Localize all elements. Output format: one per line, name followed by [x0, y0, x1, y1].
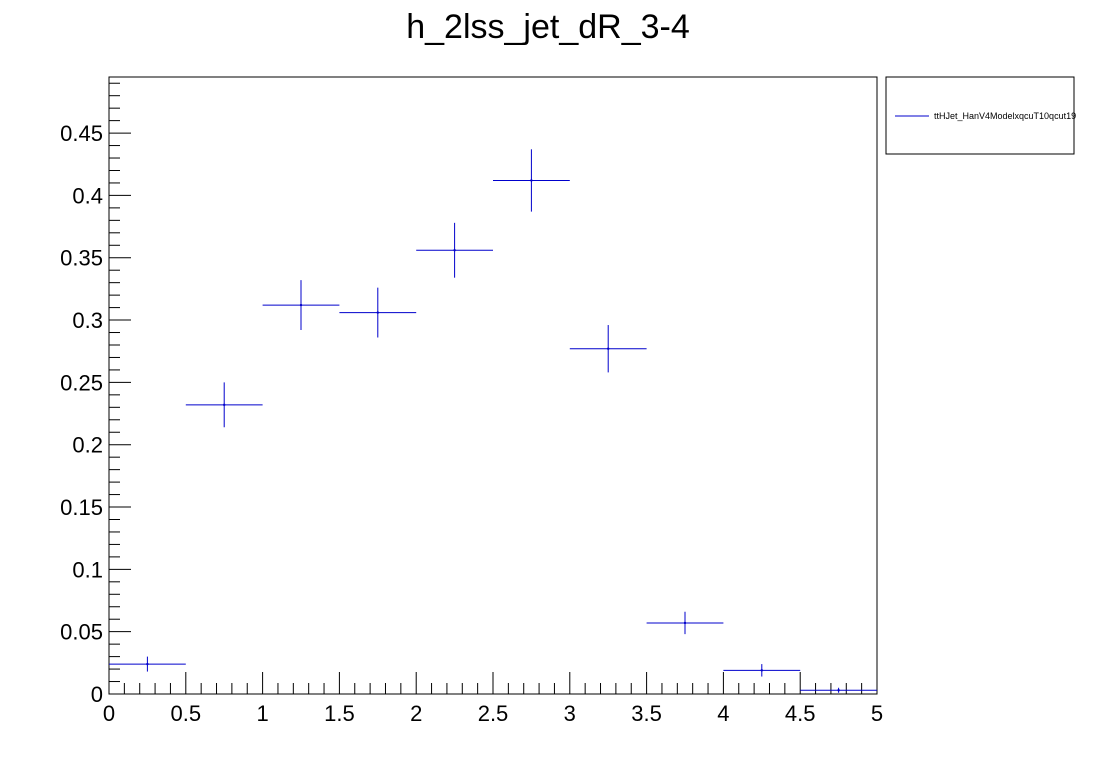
- x-tick-label: 4.5: [785, 701, 816, 726]
- x-axis: 0 0.5 1 1.5 2 2.5 3 3.5 4 4.5 5: [103, 672, 883, 726]
- data-point: [339, 287, 417, 338]
- y-tick-label: 0.2: [72, 433, 103, 458]
- point-marker: [299, 303, 303, 307]
- y-tick-label: 0.3: [72, 308, 103, 333]
- chart-title: h_2lss_jet_dR_3-4: [406, 8, 690, 46]
- data-point: [185, 382, 263, 428]
- y-tick-label: 0.25: [60, 370, 103, 395]
- y-tick-label: 0.05: [60, 620, 103, 645]
- y-tick-label: 0.45: [60, 121, 103, 146]
- y-tick-label: 0.1: [72, 557, 103, 582]
- legend-label: ttHJet_HanV4ModelxqcuT10qcut19: [934, 111, 1076, 121]
- data-point: [723, 664, 801, 677]
- point-marker: [837, 689, 840, 692]
- x-tick-label: 0: [103, 701, 115, 726]
- x-tick-label: 2: [410, 701, 422, 726]
- data-point: [416, 222, 493, 278]
- x-tick-label: 2.5: [478, 701, 509, 726]
- y-tick-label: 0.15: [60, 495, 103, 520]
- point-marker: [146, 662, 149, 666]
- legend: ttHJet_HanV4ModelxqcuT10qcut19: [885, 76, 1076, 155]
- point-marker: [376, 311, 379, 314]
- point-marker: [607, 347, 610, 350]
- point-marker: [530, 179, 533, 182]
- y-tick-label: 0.4: [72, 183, 103, 208]
- y-axis: 0 0.05 0.1 0.15 0.2 0.25 0.3 0.35 0.4 0.45: [60, 82, 131, 707]
- data-point: [109, 656, 186, 672]
- point-marker: [453, 249, 456, 252]
- point-marker: [223, 403, 226, 407]
- data-point: [262, 280, 340, 331]
- data-point: [800, 687, 877, 693]
- x-tick-label: 5: [871, 701, 883, 726]
- point-marker: [760, 669, 763, 672]
- point-marker: [683, 621, 687, 625]
- data-point: [569, 325, 647, 373]
- y-tick-label: 0.35: [60, 246, 103, 271]
- x-tick-label: 0.5: [171, 701, 202, 726]
- y-tick-label: 0: [91, 682, 103, 707]
- data-series: [109, 149, 877, 693]
- x-tick-label: 4: [717, 701, 729, 726]
- data-point: [493, 149, 570, 212]
- x-tick-label: 3.5: [631, 701, 662, 726]
- x-tick-label: 1: [256, 701, 268, 726]
- data-point: [646, 611, 724, 635]
- x-tick-label: 3: [564, 701, 576, 726]
- x-tick-label: 1.5: [324, 701, 355, 726]
